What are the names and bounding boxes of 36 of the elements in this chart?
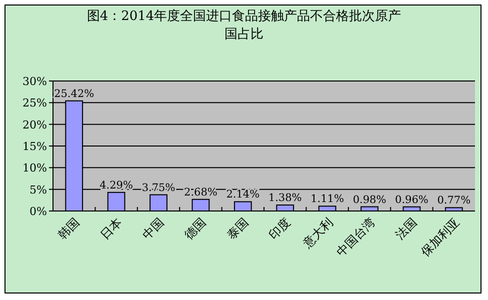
x-tick-label: 泰国	[224, 215, 252, 242]
data-label: 2.14%	[226, 188, 260, 201]
data-label: 1.11%	[310, 193, 344, 206]
x-tick-label: 中国台湾	[334, 215, 378, 260]
x-tick-label: 印度	[266, 215, 294, 242]
bar	[360, 206, 378, 212]
x-tick-label: 日本	[98, 215, 124, 242]
x-tick-label: 保加利亚	[418, 215, 462, 260]
x-tick-label: 法国	[392, 215, 420, 242]
data-label: 0.98%	[352, 194, 386, 206]
bar	[234, 201, 252, 212]
x-tick-label: 韩国	[55, 215, 82, 242]
chart-title: 图4：2014年度全国进口食品接触产品不合格批次原产国占比	[86, 8, 402, 44]
bar	[107, 192, 126, 212]
bar	[276, 204, 294, 212]
y-tick-label: 10%	[22, 162, 47, 175]
data-label: 1.38%	[268, 192, 302, 204]
bar	[444, 207, 463, 212]
data-label: 0.77%	[437, 194, 471, 207]
data-label: 4.29%	[100, 179, 133, 192]
bar	[402, 206, 421, 212]
y-tick-label: 15%	[22, 140, 47, 153]
data-label: 25.42%	[54, 88, 94, 100]
data-label: 2.68%	[184, 186, 218, 198]
x-tick-label: 意大利	[299, 215, 336, 252]
bar	[192, 198, 210, 212]
y-tick-label: 20%	[22, 118, 47, 132]
y-tick-label: 30%	[22, 75, 47, 88]
y-tick-label: 25%	[22, 96, 47, 110]
x-tick-label: 德国	[182, 215, 209, 242]
y-tick-label: 0%	[30, 205, 47, 218]
x-tick-label: 中国	[140, 215, 167, 242]
bar	[150, 194, 168, 212]
y-tick-label: 5%	[30, 183, 47, 196]
data-label: 0.96%	[395, 194, 428, 206]
bar	[318, 206, 336, 212]
